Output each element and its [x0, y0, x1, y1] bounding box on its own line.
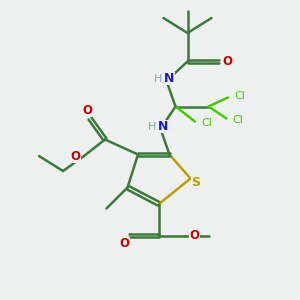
Text: O: O: [189, 229, 200, 242]
Text: O: O: [119, 237, 130, 250]
Text: Cl: Cl: [232, 115, 243, 125]
Text: O: O: [70, 149, 81, 163]
Text: N: N: [164, 72, 175, 85]
Text: O: O: [222, 55, 233, 68]
Text: H: H: [154, 74, 162, 84]
Text: Cl: Cl: [201, 118, 212, 128]
Text: H: H: [148, 122, 156, 132]
Text: N: N: [158, 120, 169, 133]
Text: S: S: [191, 176, 200, 189]
Text: Cl: Cl: [234, 91, 245, 101]
Text: O: O: [82, 103, 92, 117]
